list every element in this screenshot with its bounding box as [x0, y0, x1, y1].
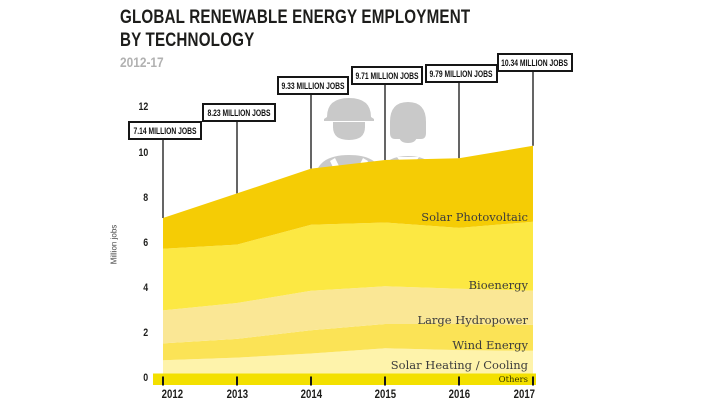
year-value: 2015 [374, 387, 396, 401]
x-tick-label: 2017 [499, 387, 549, 401]
annotation-label: 9.33 MILLION JOBS [281, 80, 345, 91]
others-strip-bar [153, 373, 536, 385]
year-value: 2016 [448, 387, 470, 401]
annotation-box: 10.34 MILLION JOBS [497, 53, 573, 72]
annotation-label: 9.71 MILLION JOBS [355, 70, 419, 81]
area-layer-solar-heating-cooling [163, 348, 533, 376]
y-tick-value: 6 [143, 236, 148, 249]
y-tick-label: 12 [108, 101, 148, 113]
chart-header: GLOBAL RENEWABLE ENERGY EMPLOYMENT BY TE… [120, 6, 580, 72]
area-layer-solar-photovoltaic [163, 145, 533, 249]
x-tick-label: 2015 [360, 387, 410, 401]
chart-subtitle: 2012-17 [120, 54, 164, 70]
band-label-large-hydropower: Large Hydropower [417, 313, 528, 327]
band-label-bioenergy: Bioenergy [468, 277, 528, 292]
band-label-solar-heating-cooling: Solar Heating / Cooling [390, 357, 528, 372]
annotation-label: 7.14 MILLION JOBS [133, 125, 197, 136]
area-layer-bioenergy [163, 221, 533, 311]
annotation-box: 9.71 MILLION JOBS [351, 66, 423, 85]
annotation-lines [162, 72, 534, 218]
x-axis-ticks [162, 376, 534, 386]
x-tick-label: 2013 [212, 387, 262, 401]
year-value: 2012 [161, 387, 183, 401]
annotation-label: 10.34 MILLION JOBS [501, 57, 569, 68]
annotation-box: 8.23 MILLION JOBS [202, 103, 276, 122]
chart-title-line1: GLOBAL RENEWABLE ENERGY EMPLOYMENT [120, 7, 471, 28]
y-tick-value: 8 [143, 191, 148, 204]
year-value: 2013 [226, 387, 248, 401]
area-layer-large-hydropower [163, 286, 533, 344]
area-layer-wind-energy [163, 324, 533, 361]
y-tick-value: 12 [138, 101, 148, 114]
y-tick-label: 4 [108, 282, 148, 294]
band-label-wind-energy: Wind Energy [452, 338, 528, 352]
y-tick-label: 6 [108, 237, 148, 249]
y-tick-label: 2 [108, 327, 148, 339]
y-tick-label: 8 [108, 192, 148, 204]
annotation-label: 9.79 MILLION JOBS [429, 68, 493, 79]
annotation-box: 9.33 MILLION JOBS [277, 76, 349, 95]
y-tick-label: 0 [108, 372, 148, 384]
annotation-box: 7.14 MILLION JOBS [128, 121, 202, 140]
band-label-others: Others [498, 374, 528, 385]
x-tick-label: 2016 [434, 387, 484, 401]
y-tick-value: 2 [143, 326, 148, 339]
x-tick-label: 2012 [147, 387, 197, 401]
year-value: 2017 [513, 387, 535, 401]
annotation-box: 9.79 MILLION JOBS [424, 64, 498, 83]
y-tick-value: 10 [138, 146, 148, 159]
area-layers [163, 145, 533, 376]
band-label-solar-photovoltaic: Solar Photovoltaic [421, 210, 528, 224]
y-tick-value: 0 [143, 372, 148, 384]
y-tick-value: 4 [143, 281, 148, 294]
chart-title-line2: BY TECHNOLOGY [120, 30, 255, 51]
annotation-label: 8.23 MILLION JOBS [207, 107, 271, 118]
x-tick-label: 2014 [286, 387, 336, 401]
y-tick-label: 10 [108, 147, 148, 159]
year-value: 2014 [300, 387, 322, 401]
others-strip [153, 373, 536, 385]
